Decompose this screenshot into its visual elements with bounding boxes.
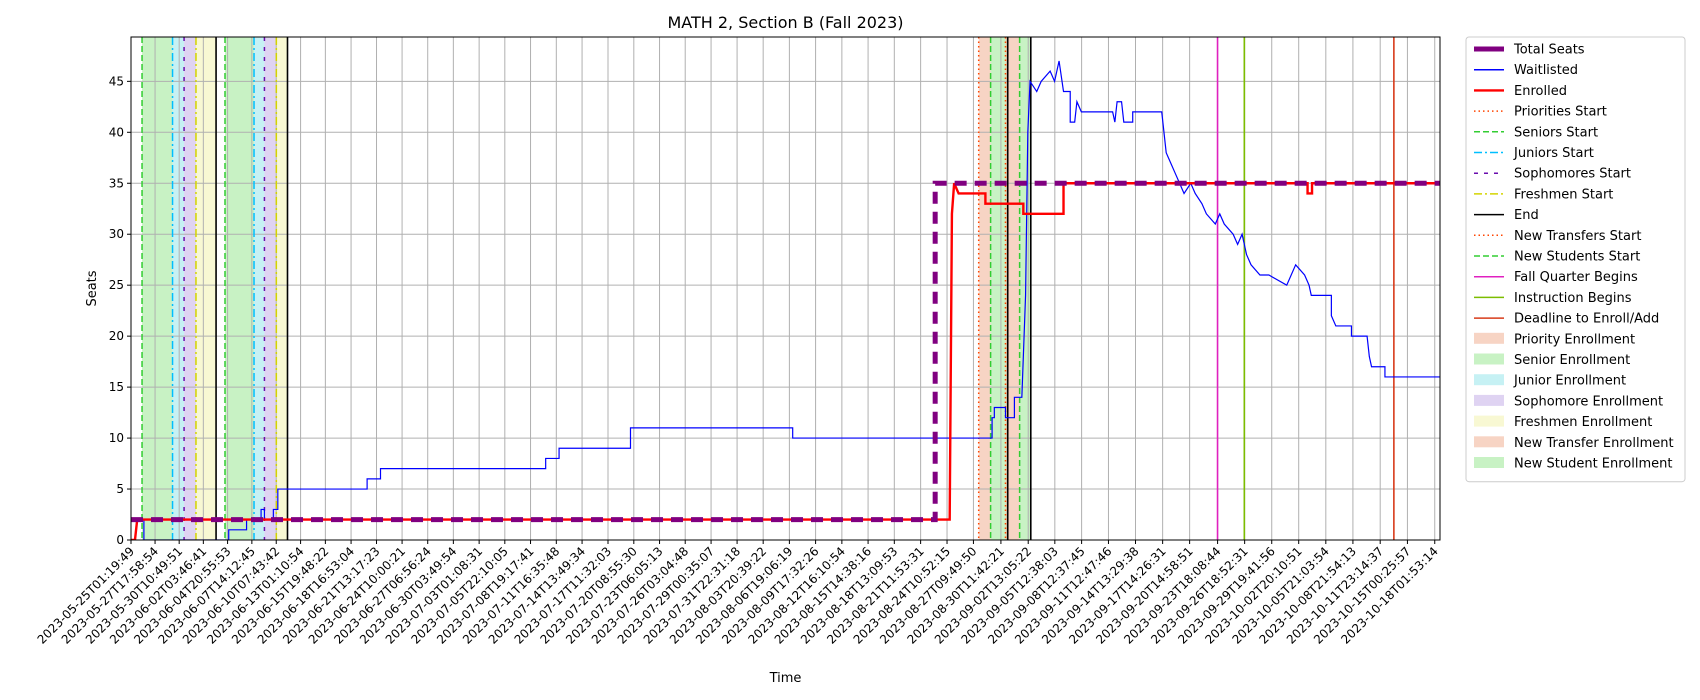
legend-swatch-19: [1474, 436, 1504, 448]
legend-label-2: Enrolled: [1514, 84, 1567, 99]
legend-label-19: New Transfer Enrollment: [1514, 436, 1674, 451]
shaded-region-2-1: [254, 37, 265, 540]
legend-swatch-17: [1474, 394, 1504, 406]
y-axis-label: Seats: [85, 270, 100, 306]
x-axis-label: Time: [769, 671, 802, 686]
shaded-region-1-0: [142, 37, 173, 540]
y-tick-label-1: 5: [116, 482, 124, 496]
y-tick-label-5: 25: [109, 278, 124, 292]
legend-label-4: Seniors Start: [1514, 125, 1598, 140]
legend-label-16: Junior Enrollment: [1513, 374, 1626, 389]
legend-swatch-15: [1474, 353, 1504, 365]
x-axis: 2023-05-25T01:19:492023-05-27T17:58:5420…: [35, 540, 1441, 647]
y-tick-label-2: 10: [109, 431, 124, 445]
legend-label-8: End: [1514, 208, 1539, 223]
legend-label-12: Instruction Begins: [1514, 291, 1632, 306]
shaded-region-4-0: [195, 37, 217, 540]
legend-swatch-16: [1474, 374, 1504, 386]
legend-label-1: Waitlisted: [1514, 63, 1578, 78]
chart-title: MATH 2, Section B (Fall 2023): [667, 13, 903, 32]
legend-label-18: Freshmen Enrollment: [1514, 415, 1652, 430]
legend-swatch-14: [1474, 332, 1504, 344]
legend-swatch-20: [1474, 457, 1504, 468]
y-axis: 0 5 10 15 20 25 30 35 40 45: [109, 74, 131, 547]
y-tick-label-6: 30: [109, 227, 124, 241]
y-tick-label-8: 40: [109, 125, 124, 139]
shaded-region-4-1: [276, 37, 288, 540]
legend-label-15: Senior Enrollment: [1514, 353, 1630, 368]
shaded-regions: [142, 37, 1031, 540]
legend-label-17: Sophomore Enrollment: [1514, 394, 1663, 409]
legend-label-7: Freshmen Start: [1514, 187, 1613, 202]
shaded-region-0-0: [978, 37, 991, 540]
legend-label-20: New Student Enrollment: [1514, 457, 1672, 472]
y-tick-label-4: 20: [109, 329, 124, 343]
legend-label-5: Juniors Start: [1513, 146, 1594, 161]
series-lines: [131, 60, 1440, 540]
legend: Total Seats Waitlisted Enrolled Priorities …: [1465, 36, 1686, 483]
legend-swatch-18: [1474, 415, 1504, 427]
legend-label-9: New Transfers Start: [1514, 229, 1641, 244]
legend-box: [1465, 36, 1686, 483]
event-lines: [141, 37, 1395, 540]
shaded-region-1-1: [224, 37, 255, 540]
shaded-region-3-0: [184, 37, 196, 540]
y-tick-label-3: 15: [109, 380, 124, 394]
series-line-1: [131, 60, 1440, 540]
legend-label-10: New Students Start: [1514, 250, 1640, 265]
shaded-region-2-0: [172, 37, 185, 540]
shaded-region-5-0: [1005, 37, 1020, 540]
y-tick-label-9: 45: [109, 74, 124, 88]
legend-label-3: Priorities Start: [1514, 105, 1607, 120]
legend-label-11: Fall Quarter Begins: [1514, 270, 1638, 285]
legend-label-14: Priority Enrollment: [1514, 332, 1635, 347]
plot-frame: [130, 36, 1441, 541]
y-tick-label-7: 35: [109, 176, 124, 190]
y-tick-label-0: 0: [116, 533, 124, 547]
legend-label-13: Deadline to Enroll/Add: [1514, 312, 1659, 327]
series-line-0: [131, 180, 1440, 523]
legend-label-6: Sophomores Start: [1514, 167, 1631, 182]
legend-label-0: Total Seats: [1513, 43, 1585, 58]
shaded-region-3-1: [264, 37, 277, 540]
